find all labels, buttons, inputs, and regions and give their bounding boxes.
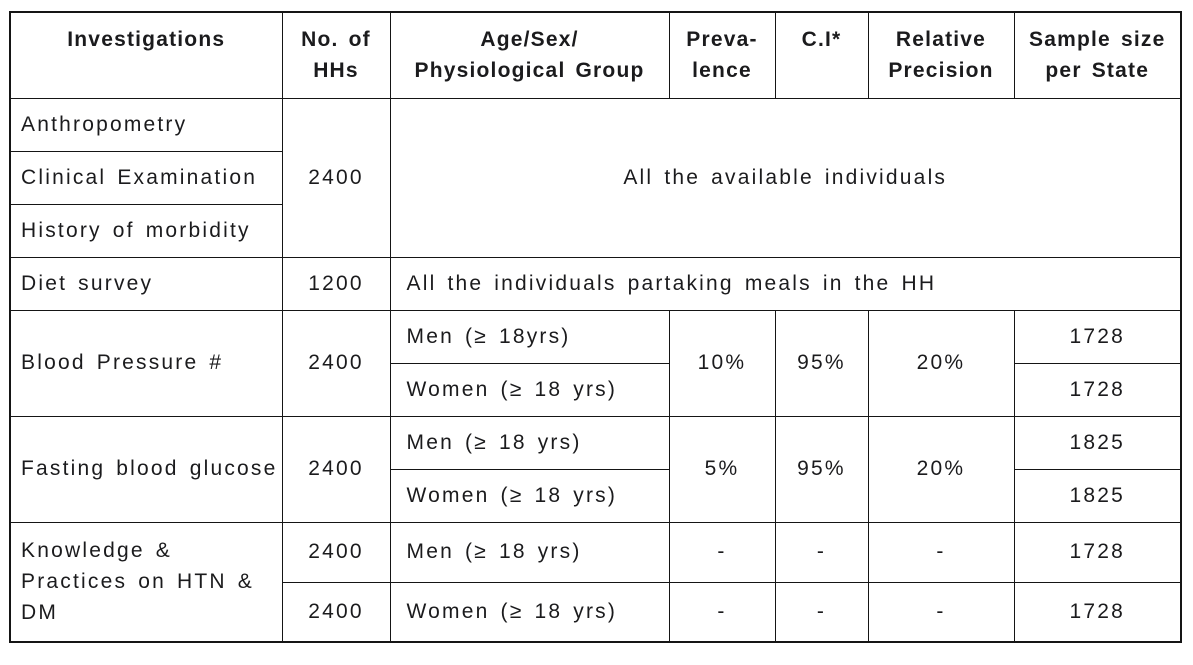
cell-group-knowledge-women: Women (≥ 18 yrs)	[389, 581, 670, 643]
cell-prevalence-knowledge-women: -	[668, 581, 776, 643]
cell-investigation-anthropometry: Anthropometry	[9, 97, 283, 152]
cell-investigation-blood-pressure: Blood Pressure #	[9, 309, 283, 417]
cell-hhs-knowledge-men: 2400	[281, 521, 391, 583]
cell-investigation-fasting-glucose: Fasting blood glucose	[9, 415, 283, 523]
header-investigations: Investigations	[9, 11, 283, 99]
row-blood-pressure-men: Blood Pressure # 2400 Men (≥ 18yrs) 10% …	[9, 309, 1182, 417]
cell-investigation-history-of-morbidity: History of morbidity	[9, 203, 283, 258]
cell-prevalence-knowledge-men: -	[668, 521, 776, 583]
cell-coverage-diet-survey: All the individuals partaking meals in t…	[389, 256, 1182, 311]
cell-group-knowledge-men: Men (≥ 18 yrs)	[389, 521, 670, 583]
cell-group-fasting-glucose-women: Women (≥ 18 yrs)	[389, 468, 670, 523]
row-clinical-examination: Clinical Examination	[9, 150, 1181, 205]
header-sample-size-per-state: Sample size per State	[1013, 11, 1182, 99]
header-row: Investigations No. of HHs Age/Sex/ Physi…	[9, 11, 1182, 99]
cell-sample-knowledge-men: 1728	[1013, 521, 1182, 583]
cell-sample-fasting-glucose-men: 1825	[1013, 415, 1182, 470]
sampling-design-table: Investigations No. of HHs Age/Sex/ Physi…	[9, 11, 1182, 643]
cell-ci-fasting-glucose: 95%	[774, 415, 869, 523]
row-knowledge-men: Knowledge & Practices on HTN & DM 2400 M…	[9, 521, 1182, 643]
row-diet-survey: Diet survey 1200 All the individuals par…	[9, 256, 1182, 311]
cell-coverage-household-group: All the available individuals	[389, 97, 1182, 258]
row-blood-pressure-women: Women (≥ 18 yrs) 1728	[10, 362, 1182, 417]
header-relative-precision: Relative Precision	[867, 11, 1015, 99]
cell-group-blood-pressure-men: Men (≥ 18yrs)	[389, 309, 670, 364]
cell-sample-blood-pressure-men: 1728	[1013, 309, 1182, 364]
row-knowledge-women: 2400 Women (≥ 18 yrs) - - - 1728	[10, 581, 1182, 643]
cell-relative-precision-blood-pressure: 20%	[867, 309, 1015, 417]
row-fasting-glucose-women: Women (≥ 18 yrs) 1825	[10, 468, 1182, 523]
cell-relative-precision-knowledge-men: -	[867, 521, 1015, 583]
cell-sample-knowledge-women: 1728	[1013, 581, 1182, 643]
cell-hhs-fasting-glucose: 2400	[281, 415, 391, 523]
cell-ci-knowledge-women: -	[774, 581, 869, 643]
row-anthropometry: Anthropometry 2400 All the available ind…	[9, 97, 1182, 258]
cell-group-fasting-glucose-men: Men (≥ 18 yrs)	[389, 415, 670, 470]
header-age-sex-group: Age/Sex/ Physiological Group	[389, 11, 670, 99]
cell-prevalence-blood-pressure: 10%	[668, 309, 776, 417]
cell-relative-precision-fasting-glucose: 20%	[867, 415, 1015, 523]
cell-ci-knowledge-men: -	[774, 521, 869, 583]
cell-investigation-clinical-examination: Clinical Examination	[9, 150, 283, 205]
cell-investigation-diet-survey: Diet survey	[9, 256, 283, 311]
header-no-of-hhs: No. of HHs	[281, 11, 391, 99]
row-fasting-glucose-men: Fasting blood glucose 2400 Men (≥ 18 yrs…	[9, 415, 1182, 523]
cell-investigation-knowledge-practices: Knowledge & Practices on HTN & DM	[9, 521, 283, 643]
cell-hhs-knowledge-women: 2400	[281, 581, 391, 643]
cell-sample-blood-pressure-women: 1728	[1013, 362, 1182, 417]
cell-hhs-diet-survey: 1200	[281, 256, 391, 311]
cell-hhs-household-group: 2400	[281, 97, 391, 258]
cell-prevalence-fasting-glucose: 5%	[668, 415, 776, 523]
cell-relative-precision-knowledge-women: -	[867, 581, 1015, 643]
cell-group-blood-pressure-women: Women (≥ 18 yrs)	[389, 362, 670, 417]
cell-ci-blood-pressure: 95%	[774, 309, 869, 417]
cell-sample-fasting-glucose-women: 1825	[1013, 468, 1182, 523]
row-history-of-morbidity: History of morbidity	[9, 203, 1181, 258]
header-ci: C.I*	[774, 11, 869, 99]
cell-hhs-blood-pressure: 2400	[281, 309, 391, 417]
header-prevalence: Preva- lence	[668, 11, 776, 99]
